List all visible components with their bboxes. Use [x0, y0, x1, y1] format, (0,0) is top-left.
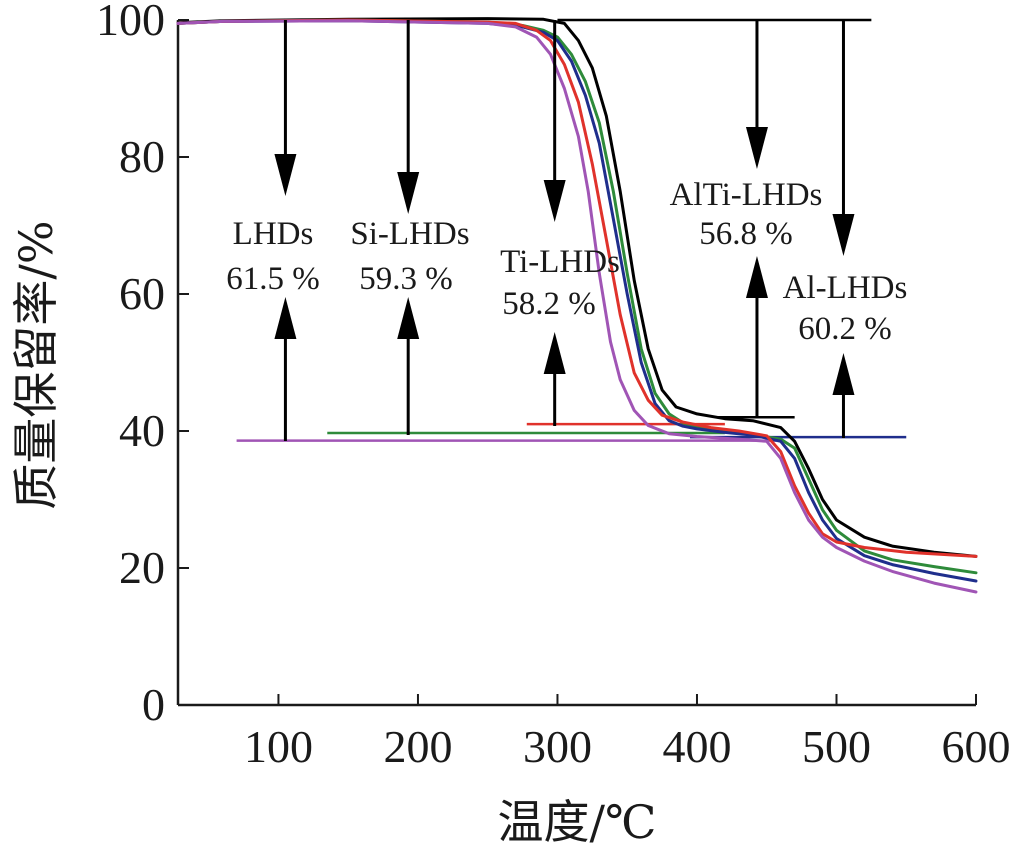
down-arrow-head — [832, 214, 855, 256]
x-axis-title: 温度/℃ — [498, 795, 657, 849]
series-line — [176, 17, 978, 558]
down-arrow-head — [543, 180, 566, 222]
axis-ticks: 100 200 300 400 500 600 0 20 40 60 80 100 — [96, 0, 1011, 772]
x-tick-label: 100 — [244, 721, 313, 772]
series-line — [176, 18, 978, 558]
annotation-name-al-lhds: Al-LHDs — [783, 270, 908, 306]
down-arrow-head — [274, 154, 297, 196]
annotation-value-alti-lhds: 56.8 % — [699, 216, 793, 252]
annotation-value-al-lhds: 60.2 % — [798, 311, 892, 347]
annotation-value-ti-lhds: 58.2 % — [502, 286, 596, 322]
x-tick-label: 600 — [942, 721, 1011, 772]
annotation-value-lhds: 61.5 % — [226, 261, 320, 297]
up-arrow-head — [274, 297, 297, 339]
down-arrow-head — [397, 172, 420, 214]
x-tick-label: 500 — [802, 721, 871, 772]
x-tick-label: 200 — [383, 721, 452, 772]
x-tick-label: 300 — [523, 721, 592, 772]
baselines — [236, 18, 907, 442]
y-tick-label: 100 — [96, 0, 165, 45]
series-line — [176, 19, 978, 594]
axes — [176, 20, 976, 707]
y-axis-title: 质量保留率/% — [9, 220, 63, 509]
y-tick-label: 80 — [119, 131, 165, 182]
annotation-name-si-lhds: Si-LHDs — [350, 216, 469, 252]
y-tick-label: 20 — [119, 542, 165, 593]
annotation-labels: LHDs 61.5 % Si-LHDs 59.3 % Ti-LHDs 58.2 … — [226, 177, 907, 347]
y-tick-label: 40 — [119, 405, 165, 456]
y-tick-label: 0 — [142, 679, 165, 730]
y-tick-label: 60 — [119, 268, 165, 319]
data-series — [176, 17, 978, 594]
up-arrow-head — [397, 297, 420, 339]
annotation-name-lhds: LHDs — [233, 216, 314, 252]
annotation-name-ti-lhds: Ti-LHDs — [500, 244, 620, 280]
up-arrow-head — [745, 256, 768, 298]
x-tick-label: 400 — [662, 721, 731, 772]
annotations — [274, 20, 855, 441]
down-arrow-head — [745, 127, 768, 169]
annotation-value-si-lhds: 59.3 % — [359, 261, 453, 297]
up-arrow-head — [543, 332, 566, 374]
up-arrow-head — [832, 353, 855, 395]
annotation-name-alti-lhds: AlTi-LHDs — [670, 177, 823, 213]
